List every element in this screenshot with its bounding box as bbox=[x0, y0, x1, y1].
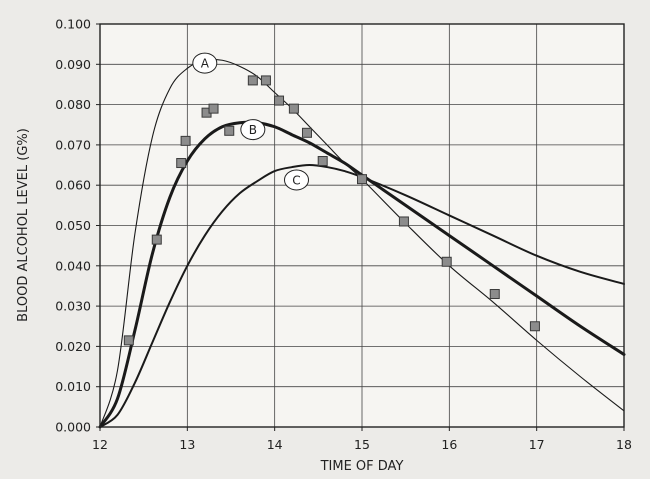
curve-labels: A B C bbox=[192, 52, 309, 191]
curve-c-line bbox=[99, 164, 625, 428]
x-tick-label: 18 bbox=[616, 437, 632, 452]
observed-point-marker bbox=[123, 335, 134, 346]
y-axis-label: BLOOD ALCOHOL LEVEL (G%) bbox=[16, 128, 31, 322]
x-axis-label: TIME OF DAY bbox=[320, 459, 404, 474]
x-tick-label: 13 bbox=[179, 437, 195, 452]
observed-point-marker bbox=[357, 174, 367, 185]
y-tick-label: 0.000 bbox=[55, 420, 91, 435]
y-tick-label: 0.030 bbox=[55, 299, 91, 314]
observed-points bbox=[123, 75, 540, 346]
observed-point-marker bbox=[247, 75, 258, 86]
y-tick-label: 0.050 bbox=[55, 218, 91, 233]
y-tick-label: 0.070 bbox=[55, 137, 91, 152]
grid-lines bbox=[100, 24, 624, 427]
observed-point-marker bbox=[317, 156, 328, 167]
curve-a-line bbox=[99, 58, 625, 428]
y-axis-ticks: 0.000 0.010 0.020 0.030 0.040 0.050 0.060 0.070… bbox=[55, 17, 100, 435]
y-tick-label: 0.060 bbox=[55, 178, 91, 193]
y-tick-label: 0.040 bbox=[55, 258, 91, 273]
curve-label-a: A bbox=[201, 57, 210, 71]
x-tick-label: 15 bbox=[354, 437, 370, 452]
observed-point-marker bbox=[489, 289, 500, 300]
observed-point-marker bbox=[151, 234, 162, 245]
x-tick-label: 17 bbox=[529, 437, 545, 452]
observed-point-marker bbox=[224, 125, 235, 136]
observed-point-marker bbox=[301, 127, 312, 138]
curve-label-c: C bbox=[292, 173, 300, 187]
observed-point-marker bbox=[260, 75, 271, 86]
x-tick-label: 14 bbox=[267, 437, 283, 452]
y-tick-label: 0.020 bbox=[55, 339, 91, 354]
y-tick-label: 0.090 bbox=[55, 57, 91, 72]
y-tick-label: 0.010 bbox=[55, 379, 91, 394]
observed-point-marker bbox=[441, 256, 452, 267]
observed-point-marker bbox=[180, 135, 191, 146]
curve-label-b: B bbox=[249, 123, 257, 137]
x-tick-label: 16 bbox=[441, 437, 457, 452]
curve-label-circle bbox=[284, 169, 309, 191]
observed-point-marker bbox=[529, 321, 540, 332]
x-tick-label: 12 bbox=[92, 437, 108, 452]
observed-point-marker bbox=[288, 103, 299, 114]
observed-point-marker bbox=[176, 158, 187, 169]
curve-label-circle bbox=[240, 119, 266, 141]
y-tick-label: 0.080 bbox=[55, 97, 91, 112]
y-tick-label: 0.100 bbox=[55, 17, 91, 32]
curve-label-circle bbox=[192, 52, 218, 74]
observed-point-marker bbox=[208, 103, 219, 114]
x-axis-ticks: 12 13 14 15 16 17 18 bbox=[92, 427, 632, 452]
observed-point-marker bbox=[274, 95, 285, 106]
observed-point-marker bbox=[398, 216, 409, 227]
